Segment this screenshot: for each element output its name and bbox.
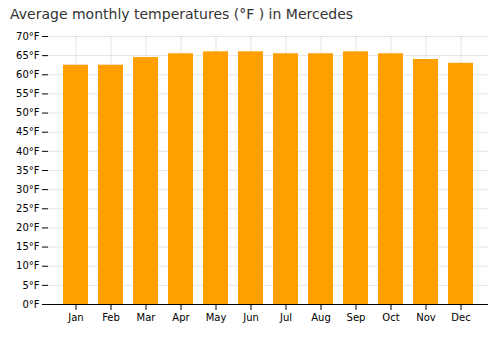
svg-text:40°F: 40°F xyxy=(16,146,40,157)
svg-text:35°F: 35°F xyxy=(16,165,40,176)
svg-text:20°F: 20°F xyxy=(16,222,40,233)
svg-text:55°F: 55°F xyxy=(16,88,40,99)
svg-text:Mar: Mar xyxy=(137,312,157,323)
svg-text:Oct: Oct xyxy=(382,312,399,323)
svg-text:Nov: Nov xyxy=(416,312,436,323)
svg-text:25°F: 25°F xyxy=(16,203,40,214)
svg-text:5°F: 5°F xyxy=(22,280,39,291)
svg-text:45°F: 45°F xyxy=(16,126,40,137)
svg-text:May: May xyxy=(206,312,227,323)
svg-text:10°F: 10°F xyxy=(16,260,40,271)
svg-text:70°F: 70°F xyxy=(16,31,40,42)
svg-text:Aug: Aug xyxy=(311,312,331,323)
svg-text:50°F: 50°F xyxy=(16,107,40,118)
svg-text:0°F: 0°F xyxy=(22,299,39,310)
svg-text:65°F: 65°F xyxy=(16,50,40,61)
svg-text:Dec: Dec xyxy=(451,312,470,323)
svg-text:30°F: 30°F xyxy=(16,184,40,195)
svg-text:Sep: Sep xyxy=(347,312,366,323)
svg-text:Apr: Apr xyxy=(172,312,190,323)
svg-text:Jul: Jul xyxy=(279,312,292,323)
svg-text:Feb: Feb xyxy=(102,312,120,323)
html-text:Average monthly temperatures (: Average monthly temperatures (°F ) in Me… xyxy=(10,6,354,22)
svg-text:60°F: 60°F xyxy=(16,69,40,80)
svg-text:15°F: 15°F xyxy=(16,241,40,252)
svg-text:Jan: Jan xyxy=(67,312,83,323)
svg-text:Jun: Jun xyxy=(242,312,259,323)
